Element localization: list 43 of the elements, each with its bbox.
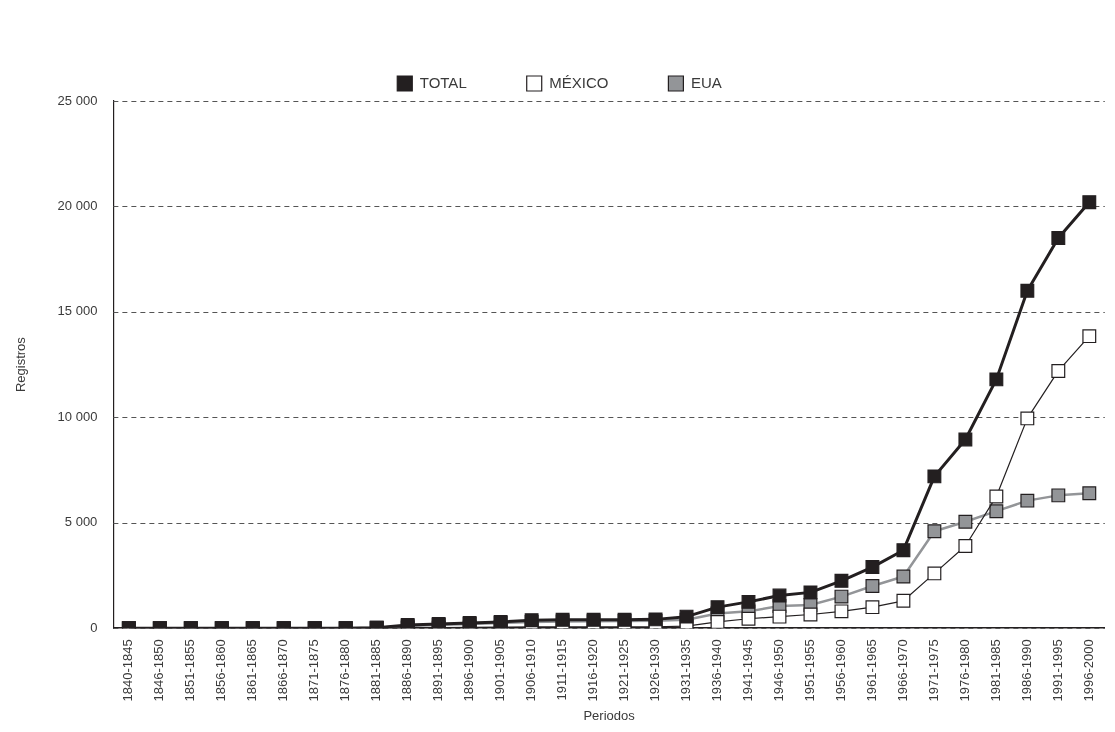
x-tick-label: 1936-1940 — [709, 639, 725, 702]
x-tick-label: 1971-1975 — [925, 639, 941, 702]
x-tick-label: 1866-1870 — [275, 639, 291, 702]
x-tick-label: 1896-1900 — [461, 639, 477, 702]
legend-label: TOTAL — [419, 73, 467, 91]
x-tick-label: 1931-1935 — [678, 639, 694, 702]
y-tick-label: 0 — [90, 619, 98, 635]
x-tick-label: 1891-1895 — [430, 639, 446, 702]
x-tick-label: 1851-1855 — [182, 639, 198, 702]
x-tick-label: 1906-1910 — [523, 639, 539, 702]
x-tick-label: 1976-1980 — [956, 639, 972, 702]
x-tick-label: 1901-1905 — [492, 639, 508, 702]
x-tick-label: 1921-1925 — [616, 639, 632, 702]
x-tick-label: 1946-1950 — [771, 639, 787, 702]
x-tick-label: 1840-1845 — [120, 639, 136, 702]
x-tick-label: 1876-1880 — [337, 639, 353, 702]
y-tick-label: 10 000 — [57, 408, 98, 424]
legend-label: MÉXICO — [549, 73, 609, 91]
x-tick-label: 1886-1890 — [399, 639, 415, 702]
x-tick-label: 1966-1970 — [894, 639, 910, 702]
y-tick-label: 5 000 — [64, 514, 98, 530]
x-tick-label: 1861-1865 — [244, 639, 260, 702]
x-tick-label: 1961-1965 — [864, 639, 880, 702]
y-tick-label: 20 000 — [57, 198, 98, 214]
x-tick-label: 1856-1860 — [213, 639, 229, 702]
y-tick-label: 25 000 — [57, 92, 98, 108]
x-tick-label: 1916-1920 — [585, 639, 601, 702]
x-tick-label: 1996-2000 — [1080, 639, 1096, 702]
x-tick-label: 1881-1885 — [368, 639, 384, 702]
x-tick-label: 1871-1875 — [306, 639, 322, 702]
x-tick-label: 1911-1915 — [554, 639, 570, 701]
y-tick-label: 15 000 — [57, 303, 98, 319]
x-tick-label: 1951-1955 — [802, 639, 818, 702]
x-tick-label: 1926-1930 — [647, 639, 663, 702]
y-axis-title: Registros — [13, 336, 29, 393]
legend-label: EUA — [690, 73, 722, 91]
x-tick-label: 1986-1990 — [1018, 639, 1034, 702]
x-tick-label: 1846-1850 — [151, 639, 167, 702]
x-tick-label: 1941-1945 — [740, 639, 756, 702]
x-tick-label: 1956-1960 — [833, 639, 849, 702]
x-tick-label: 1991-1995 — [1049, 639, 1065, 702]
x-tick-label: 1981-1985 — [987, 639, 1003, 702]
x-axis-title: Periodos — [583, 707, 636, 723]
